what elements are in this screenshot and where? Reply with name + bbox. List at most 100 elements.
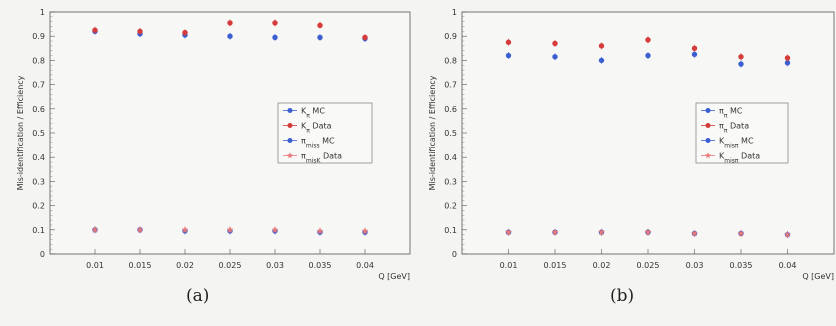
data-point [505,52,512,59]
data-point [737,229,745,237]
data-point [91,226,99,233]
data-point [598,228,605,236]
chart-b-caption: (b) [610,286,635,306]
data-point [645,37,651,43]
data-point [551,228,559,236]
legend-label: πmiss MC [301,137,335,150]
data-point [92,27,98,33]
x-tick-label: 0.04 [356,261,374,270]
y-tick-label: 0.1 [32,226,45,235]
y-tick-label: 0.9 [32,32,45,41]
y-axis-label: Mis-identification / Efficiency [428,75,437,190]
data-point [227,20,233,26]
legend-label: ππ MC [719,107,743,120]
data-point [505,228,512,236]
legend-label: Kmisπ Data [719,152,760,165]
legend-label: ππ Data [719,122,749,135]
x-tick-label: 0.035 [309,261,332,270]
data-point [645,52,651,59]
y-axis-label: Mis-identification / Efficiency [16,75,25,190]
x-tick-label: 0.025 [637,261,660,270]
data-point [598,43,605,49]
legend-label: πmisK Data [301,152,342,165]
data-point [226,226,234,233]
y-tick-label: 0.8 [32,56,45,65]
chart-a-svg: 0 0.1 0.2 0.3 0.4 0.5 0.6 0.7 0.8 0.9 1 0.01 0.015 0.… [16,8,411,281]
data-point [738,61,744,67]
x-tick-label: 0.035 [730,261,753,270]
y-tick-label: 0.3 [444,177,457,186]
data-point [784,55,791,61]
data-point [136,226,144,233]
x-tick-label: 0.01 [86,261,104,270]
data-point [738,54,744,60]
chart-b-svg: 0 0.1 0.2 0.3 0.4 0.5 0.6 0.7 0.8 0.9 1 0.01 0.015 0.… [428,8,835,281]
data-point [784,231,791,238]
data-point [137,28,143,35]
y-tick-label: 0.2 [444,202,457,211]
data-point [317,34,323,41]
y-tick-label: 0 [452,250,457,259]
data-point [182,29,188,36]
chart-panel-b: 0 0.1 0.2 0.3 0.4 0.5 0.6 0.7 0.8 0.9 1 0.01 0.015 0.… [418,0,836,326]
legend-marker [287,108,293,113]
data-point [598,57,605,64]
data-point [272,34,278,41]
y-tick-label: 0.4 [32,153,45,162]
y-tick-label: 0.3 [32,177,45,186]
legend-label: Kmisπ MC [719,137,754,150]
legend-marker [705,123,711,128]
x-tick-label: 0.03 [686,261,704,270]
legend-label: Kπ MC [301,107,325,120]
x-tick-label: 0.02 [593,261,611,270]
legend-marker [286,152,294,159]
data-point [691,45,698,51]
data-point [691,51,698,58]
data-point [361,227,369,234]
legend-marker [704,152,712,159]
x-axis-label: Q [GeV] [802,272,834,281]
y-tick-label: 0.7 [32,81,45,90]
y-tick-label: 0.8 [444,56,457,65]
data-point [552,40,558,47]
x-tick-label: 0.04 [779,261,797,270]
data-point [227,33,233,39]
x-tick-label: 0.03 [266,261,284,270]
y-tick-label: 0.2 [32,202,45,211]
y-tick-label: 0.5 [32,129,45,138]
x-tick-label: 0.02 [176,261,194,270]
legend-label: Kπ Data [301,122,332,135]
data-point [317,22,323,29]
y-tick-label: 0.1 [444,226,457,235]
legend-marker [705,108,711,113]
data-point [181,226,189,233]
data-point [505,39,512,45]
data-point [784,60,791,66]
x-tick-label: 0.025 [219,261,242,270]
x-axis-label: Q [GeV] [378,272,410,281]
chart-panel-a: 0 0.1 0.2 0.3 0.4 0.5 0.6 0.7 0.8 0.9 1 0.01 0.015 0.… [16,8,411,306]
y-tick-label: 1 [40,8,45,17]
legend-marker [287,138,293,143]
data-point [552,54,558,60]
y-tick-label: 0.5 [444,129,457,138]
y-tick-label: 0.4 [444,153,457,162]
y-tick-label: 0 [40,250,45,259]
x-tick-label: 0.01 [500,261,518,270]
data-point [691,229,698,237]
data-point [271,226,279,233]
legend-box [695,102,789,164]
chart-a-caption: (a) [186,286,210,306]
data-point [362,34,368,41]
x-tick-label: 0.015 [544,261,567,270]
y-tick-label: 0.7 [444,81,457,90]
x-tick-label: 0.015 [129,261,152,270]
y-tick-label: 0.6 [444,105,457,114]
data-point [272,20,278,26]
y-tick-label: 1 [452,8,457,17]
data-point [644,228,652,236]
data-point [316,227,324,234]
legend-marker [705,138,711,143]
y-tick-label: 0.9 [444,32,457,41]
y-tick-label: 0.6 [32,105,45,114]
